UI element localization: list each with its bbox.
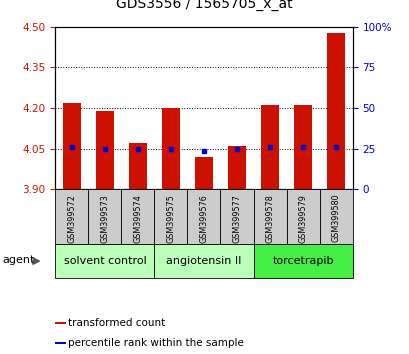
Bar xyxy=(88,189,121,244)
Text: GSM399572: GSM399572 xyxy=(67,194,76,242)
Text: GSM399580: GSM399580 xyxy=(331,194,340,242)
Text: percentile rank within the sample: percentile rank within the sample xyxy=(67,338,243,348)
Text: agent: agent xyxy=(3,255,35,266)
Bar xyxy=(96,111,114,189)
Bar xyxy=(260,105,279,189)
Text: torcetrapib: torcetrapib xyxy=(272,256,333,266)
Text: GSM399576: GSM399576 xyxy=(199,194,208,242)
Bar xyxy=(128,143,147,189)
Text: GSM399573: GSM399573 xyxy=(100,194,109,242)
Bar xyxy=(293,105,311,189)
Bar xyxy=(55,322,65,324)
Bar xyxy=(55,244,154,278)
Bar xyxy=(194,157,213,189)
Text: GSM399578: GSM399578 xyxy=(265,194,274,242)
Text: GSM399575: GSM399575 xyxy=(166,194,175,242)
Bar xyxy=(286,189,319,244)
Bar xyxy=(55,342,65,344)
Text: solvent control: solvent control xyxy=(63,256,146,266)
Bar xyxy=(121,189,154,244)
Bar xyxy=(253,189,286,244)
Text: GSM399579: GSM399579 xyxy=(298,194,307,242)
Text: angiotensin II: angiotensin II xyxy=(166,256,241,266)
Bar xyxy=(55,189,88,244)
Bar xyxy=(187,189,220,244)
Bar xyxy=(253,244,352,278)
Bar xyxy=(319,189,352,244)
Text: GSM399574: GSM399574 xyxy=(133,194,142,242)
Text: transformed count: transformed count xyxy=(67,318,164,328)
Bar xyxy=(162,108,180,189)
Bar xyxy=(227,146,245,189)
Bar xyxy=(63,103,81,189)
Bar xyxy=(326,33,344,189)
Bar xyxy=(154,244,253,278)
Text: GDS3556 / 1565705_x_at: GDS3556 / 1565705_x_at xyxy=(115,0,292,11)
Bar xyxy=(154,189,187,244)
Text: GSM399577: GSM399577 xyxy=(232,194,241,242)
Bar xyxy=(220,189,253,244)
